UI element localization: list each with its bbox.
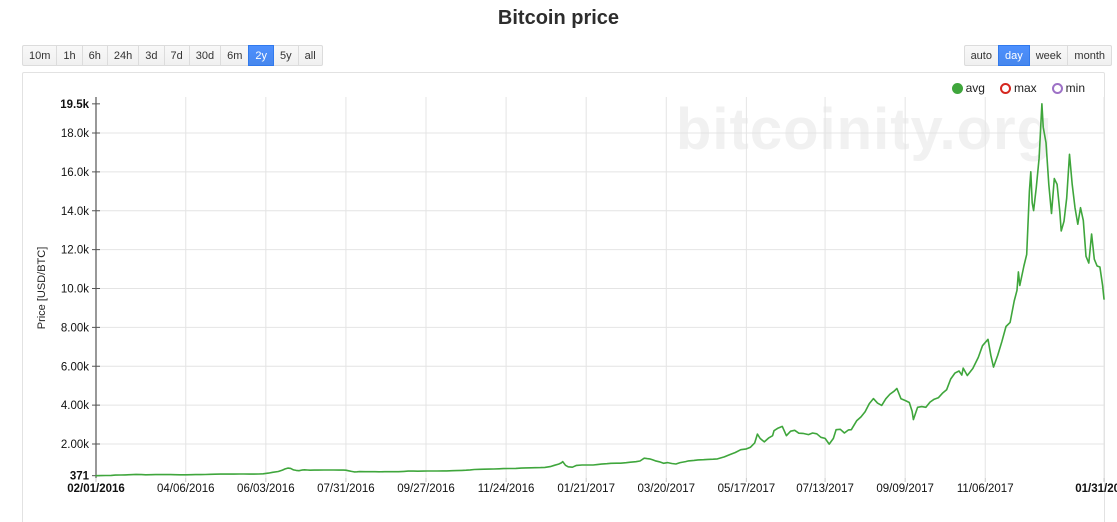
resolution-button-auto[interactable]: auto	[963, 45, 999, 66]
resolution-button-week[interactable]: week	[1028, 45, 1069, 66]
legend-marker-avg-icon	[951, 82, 963, 94]
chart-legend: avg max min	[951, 81, 1085, 95]
page-title: Bitcoin price	[497, 7, 620, 29]
time-range-button-6m[interactable]: 6m	[220, 45, 250, 66]
resolution-button-group: auto day week month	[963, 45, 1112, 66]
legend-item-avg[interactable]: avg	[951, 81, 985, 95]
time-range-button-1h[interactable]: 1h	[56, 45, 83, 66]
legend-item-max[interactable]: max	[999, 81, 1037, 95]
time-range-button-6h[interactable]: 6h	[81, 45, 108, 66]
legend-label-max: max	[1013, 81, 1037, 95]
time-range-button-3d[interactable]: 3d	[138, 45, 165, 66]
resolution-button-month[interactable]: month	[1067, 45, 1112, 66]
legend-marker-max-icon	[999, 82, 1011, 94]
time-range-button-5y[interactable]: 5y	[273, 45, 299, 66]
time-range-button-7d[interactable]: 7d	[163, 45, 190, 66]
time-range-button-24h[interactable]: 24h	[106, 45, 140, 66]
time-range-button-2y[interactable]: 2y	[248, 45, 275, 66]
time-range-button-10m[interactable]: 10m	[22, 45, 58, 66]
watermark-text: bitcoinity.org	[676, 97, 1054, 162]
legend-marker-min-icon	[1051, 82, 1063, 94]
time-range-button-group: 10m 1h 6h 24h 3d 7d 30d 6m 2y 5y all	[22, 45, 323, 66]
time-range-button-all[interactable]: all	[297, 45, 323, 66]
legend-label-avg: avg	[965, 81, 985, 95]
time-range-button-30d[interactable]: 30d	[188, 45, 222, 66]
legend-item-min[interactable]: min	[1051, 81, 1085, 95]
legend-label-min: min	[1065, 81, 1085, 95]
resolution-button-day[interactable]: day	[997, 45, 1030, 66]
